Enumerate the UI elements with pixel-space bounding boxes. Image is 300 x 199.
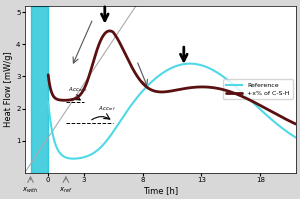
Line: Reference: Reference	[48, 64, 296, 159]
Reference	[188, 62, 192, 65]
+x% of C-S-H	[108, 30, 112, 32]
Line: +x% of C-S-H: +x% of C-S-H	[48, 31, 296, 124]
+x% of C-S-H	[46, 74, 50, 76]
Reference	[72, 157, 76, 160]
+x% of C-S-H	[294, 123, 298, 125]
Text: $x_{ref}$: $x_{ref}$	[59, 186, 73, 195]
Y-axis label: Heat Flow [mW/g]: Heat Flow [mW/g]	[4, 51, 13, 127]
X-axis label: Time [h]: Time [h]	[143, 186, 178, 195]
+x% of C-S-H	[217, 87, 220, 90]
Text: $x_{with}$: $x_{with}$	[22, 186, 39, 195]
Reference	[294, 136, 298, 139]
Reference	[244, 95, 248, 98]
Legend: Reference, +x% of C-S-H: Reference, +x% of C-S-H	[223, 79, 293, 99]
+x% of C-S-H	[72, 98, 75, 100]
Text: $Acc_{ref}$: $Acc_{ref}$	[98, 104, 116, 113]
Reference	[72, 157, 75, 160]
Reference	[156, 76, 159, 78]
+x% of C-S-H	[240, 95, 243, 97]
+x% of C-S-H	[156, 91, 159, 93]
Bar	[31, 6, 48, 173]
Reference	[240, 91, 244, 93]
Text: $Acc_{with}$: $Acc_{with}$	[68, 85, 88, 94]
+x% of C-S-H	[147, 87, 150, 90]
Reference	[217, 72, 220, 75]
+x% of C-S-H	[244, 97, 248, 99]
Reference	[46, 101, 50, 103]
Reference	[147, 84, 150, 86]
